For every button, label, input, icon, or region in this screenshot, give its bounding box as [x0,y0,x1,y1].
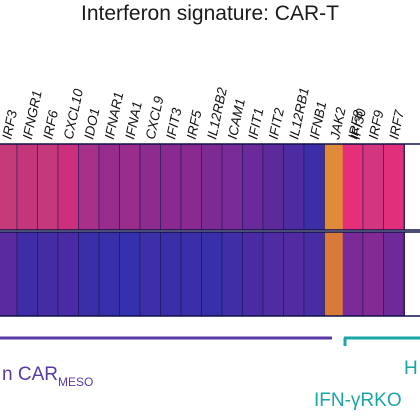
heatmap-cell-ifnb1-row1 [304,144,326,230]
heatmap-cell-irf8-row1 [342,144,364,230]
gene-label-icam1: ICAM1 [225,97,248,140]
heatmap-cell-irf3-row2 [0,232,18,316]
heatmap-cell-irf5-row2 [181,232,203,316]
heatmap-cell-irf6-row2 [37,232,59,316]
gene-label-ifnb1: IFNB1 [307,100,330,141]
heatmap-cell-irf5-row1 [181,144,203,230]
chart-title: Interferon signature: CAR-T [81,2,339,25]
gene-label-ido1: IDO1 [81,107,102,141]
heatmap-cell-ifnb1-row2 [304,232,326,316]
heatmap-cell-irf9-row2 [363,232,385,316]
heatmap-cell-il12rb1-row2 [283,232,305,316]
heatmap-cell-il12rb1-row1 [283,144,305,230]
heatmap-cell-cxcl9-row1 [140,144,162,230]
gene-label-ifit1: IFIT1 [245,107,266,141]
gene-label-ifi30: IFI30 [348,107,369,141]
heatmap-cell-cxcl9-row2 [140,232,162,316]
gene-label-irf7: IRF7 [386,108,407,140]
heatmap-cell-ifit2-row1 [263,144,285,230]
gene-label-irf3: IRF3 [0,108,20,140]
gene-label-irf6: IRF6 [40,108,61,140]
heatmap-cell-ifngr1-row2 [17,232,39,316]
heatmap-cell-ifnar1-row2 [99,232,121,316]
heatmap-cell-ifit1-row1 [242,144,264,230]
heatmap-cell-ifna1-row2 [119,232,141,316]
gene-label-ifit3: IFIT3 [163,106,184,140]
heatmap-cell-ido1-row1 [78,144,100,230]
heatmap-cell-irf9-row1 [363,144,385,230]
group-label-car-meso: n CARMESO [2,364,93,389]
group-label-h: H [404,358,418,379]
heatmap-cell-ifit1-row2 [242,232,264,316]
heatmap-cell-ifit3-row2 [160,232,182,316]
gene-label-cxcl9: CXCL9 [143,94,167,140]
heatmap-cell-irf8-row2 [342,232,364,316]
heatmap-cell-ifngr1-row1 [17,144,39,230]
group-label-ifn-gamma-rko: IFN-γRKO [314,390,402,411]
heatmap-cell-cxcl10-row1 [58,144,80,230]
gene-label-ifna1: IFNA1 [122,100,145,141]
gene-label-irf9: IRF9 [366,108,387,140]
group-label-subscript: MESO [58,375,93,389]
heatmap-cell-icam1-row1 [222,144,244,230]
heatmap-cell-jak2-row1 [324,144,346,230]
heatmap-cell-ifit2-row2 [263,232,285,316]
heatmap-cell-il12rb2-row1 [201,144,223,230]
heatmap-cell-ifna1-row1 [119,144,141,230]
heatmap-cell-cxcl10-row2 [58,232,80,316]
heatmap-cell-irf6-row1 [37,144,59,230]
heatmap-cell-irf7-row1 [383,144,405,230]
heatmap-cell-ifnar1-row1 [99,144,121,230]
heatmap-cell-irf7-row2 [383,232,405,316]
gene-label-irf5: IRF5 [184,108,205,140]
heatmap-cell-icam1-row2 [222,232,244,316]
gene-label-jak2: JAK2 [327,105,349,141]
heatmap-cell-ido1-row2 [78,232,100,316]
gene-label-irf8: IRF8 [345,108,366,140]
heatmap-cell-il12rb2-row2 [201,232,223,316]
heatmap-cell-jak2-row2 [324,232,346,316]
heatmap-cell-irf3-row1 [0,144,18,230]
heatmap-cell-ifit3-row1 [160,144,182,230]
gene-label-ifit2: IFIT2 [266,106,287,140]
